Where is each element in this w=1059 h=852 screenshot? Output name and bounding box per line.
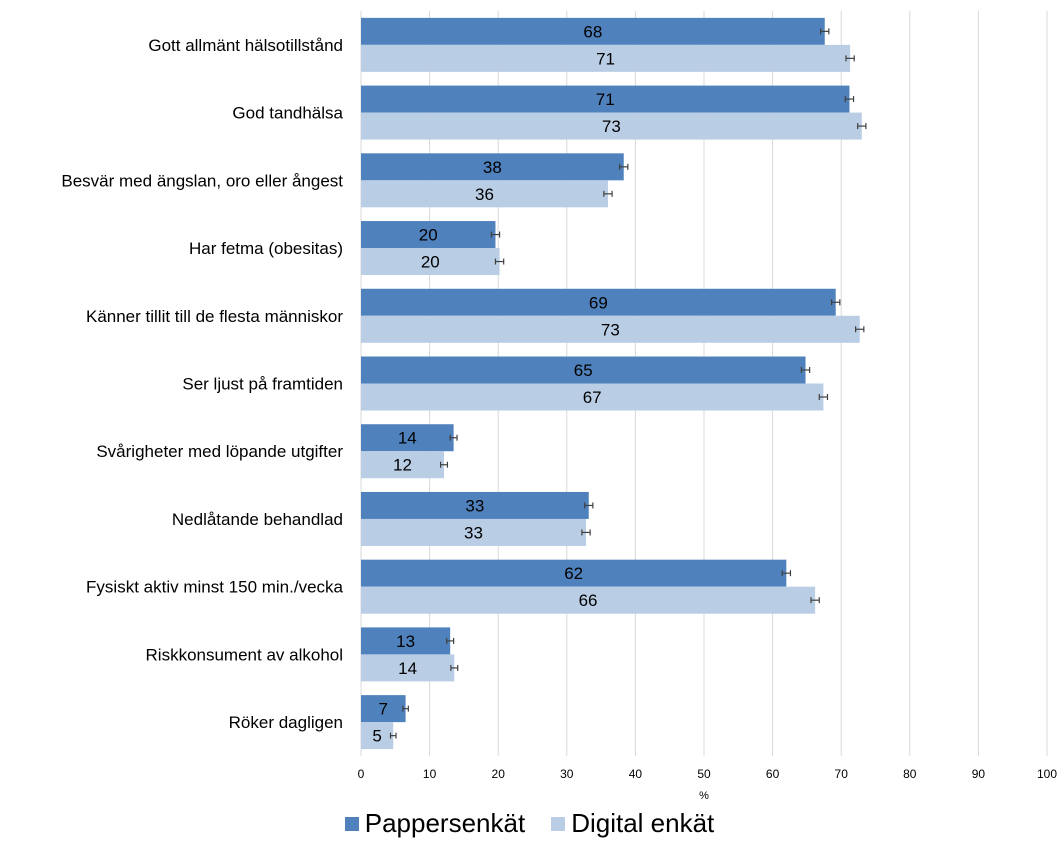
x-tick-label: 20 bbox=[492, 767, 506, 781]
data-label: 33 bbox=[464, 523, 483, 542]
legend: Pappersenkät Digital enkät bbox=[0, 808, 1059, 839]
bar bbox=[361, 17, 825, 45]
x-tick-label: 80 bbox=[903, 767, 917, 781]
bar bbox=[361, 288, 836, 316]
x-tick-label: 90 bbox=[972, 767, 986, 781]
bar bbox=[361, 248, 500, 276]
data-label: 36 bbox=[475, 185, 494, 204]
x-tick-label: 40 bbox=[629, 767, 643, 781]
x-tick-label: 10 bbox=[423, 767, 437, 781]
bar bbox=[361, 518, 587, 546]
data-label: 73 bbox=[602, 117, 621, 136]
data-label: 62 bbox=[564, 564, 583, 583]
category-label: Besvär med ängslan, oro eller ångest bbox=[61, 171, 343, 190]
category-label: Nedlåtande behandlad bbox=[172, 510, 343, 529]
data-label: 38 bbox=[483, 158, 502, 177]
bar bbox=[361, 722, 394, 750]
data-label: 71 bbox=[596, 49, 615, 68]
bar bbox=[361, 627, 451, 655]
legend-swatch bbox=[551, 816, 566, 831]
category-label: Ser ljust på framtiden bbox=[182, 375, 343, 394]
bar bbox=[361, 559, 787, 587]
bar bbox=[361, 112, 862, 140]
bar bbox=[361, 85, 850, 113]
x-tick-label: 60 bbox=[766, 767, 780, 781]
data-label: 14 bbox=[398, 429, 417, 448]
bar bbox=[361, 221, 496, 249]
bar bbox=[361, 586, 816, 614]
data-label: 71 bbox=[596, 90, 615, 109]
category-label: Känner tillit till de flesta människor bbox=[86, 307, 343, 326]
bar bbox=[361, 491, 589, 519]
data-label: 68 bbox=[583, 22, 602, 41]
x-tick-label: 0 bbox=[358, 767, 365, 781]
data-label: 13 bbox=[396, 632, 415, 651]
bar bbox=[361, 383, 824, 411]
data-label: 7 bbox=[379, 700, 388, 719]
bar bbox=[361, 451, 445, 479]
bar bbox=[361, 424, 454, 452]
x-tick-label: 30 bbox=[560, 767, 574, 781]
x-tick-label: 50 bbox=[697, 767, 711, 781]
data-label: 33 bbox=[465, 496, 484, 515]
category-label: Riskkonsument av alkohol bbox=[146, 645, 343, 664]
data-label: 65 bbox=[574, 361, 593, 380]
category-label: Röker dagligen bbox=[229, 713, 343, 732]
x-tick-label: 70 bbox=[835, 767, 849, 781]
bar bbox=[361, 654, 455, 682]
data-label: 67 bbox=[583, 388, 602, 407]
legend-label: Digital enkät bbox=[571, 808, 715, 838]
data-label: 20 bbox=[421, 253, 440, 272]
data-label: 14 bbox=[398, 659, 417, 678]
data-label: 20 bbox=[419, 226, 438, 245]
category-label: Svårigheter med löpande utgifter bbox=[96, 442, 343, 461]
bar bbox=[361, 695, 406, 723]
x-axis-label: % bbox=[699, 790, 709, 800]
bar bbox=[361, 180, 608, 208]
data-label: 66 bbox=[579, 591, 598, 610]
bar bbox=[361, 356, 806, 384]
category-label: Har fetma (obesitas) bbox=[189, 239, 343, 258]
data-label: 12 bbox=[393, 456, 412, 475]
bar-chart: 0 10 20 30 40 50 60 70 80 90 100% Gott allmänt häls… bbox=[61, 11, 1057, 802]
legend-item: Pappersenkät bbox=[344, 808, 526, 839]
bar bbox=[361, 153, 624, 181]
legend-label: Pappersenkät bbox=[364, 808, 526, 838]
category-label: God tandhälsa bbox=[232, 104, 343, 123]
category-label: Fysiskt aktiv minst 150 min./vecka bbox=[86, 578, 344, 597]
data-label: 69 bbox=[589, 293, 608, 312]
data-label: 5 bbox=[372, 727, 381, 746]
category-label: Gott allmänt hälsotillstånd bbox=[148, 36, 343, 55]
legend-swatch bbox=[344, 816, 359, 831]
data-label: 73 bbox=[601, 320, 620, 339]
bar bbox=[361, 44, 851, 72]
bar bbox=[361, 315, 860, 343]
legend-item: Digital enkät bbox=[551, 808, 714, 839]
x-tick-label: 100 bbox=[1037, 767, 1057, 781]
